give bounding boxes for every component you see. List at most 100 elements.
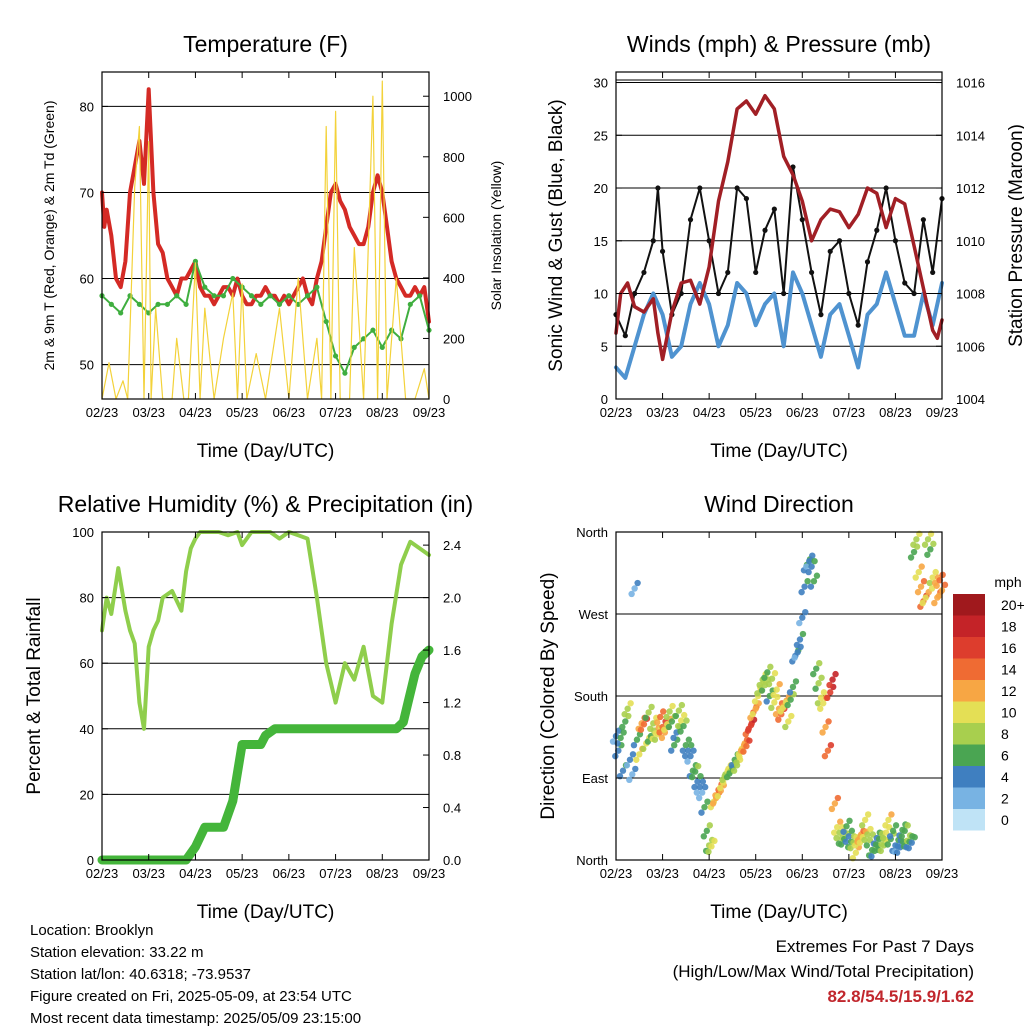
- direction-point: [810, 670, 817, 678]
- series-gust-point: [743, 195, 750, 202]
- direction-point: [861, 836, 868, 844]
- direction-point: [898, 833, 905, 840]
- direction-point: [621, 711, 628, 718]
- x-tick-label: 09/23: [926, 866, 959, 881]
- direction-point: [671, 742, 678, 749]
- legend-title: mph: [994, 574, 1021, 590]
- series-gust-point: [930, 269, 936, 276]
- direction-point: [776, 680, 783, 688]
- series-precip: [97, 645, 434, 865]
- direction-point: [789, 683, 797, 691]
- series-gust-point: [781, 290, 787, 297]
- direction-point: [694, 762, 702, 770]
- series-dewpoint-point: [118, 310, 124, 316]
- direction-point: [825, 718, 832, 725]
- x-axis-label: Time (Day/UTC): [710, 441, 848, 462]
- plot-frame: [101, 71, 430, 400]
- y2-tick-label: 0.4: [443, 801, 461, 816]
- direction-point: [915, 568, 922, 576]
- y2-axis-label: Station Pressure (Maroon): [1006, 124, 1024, 347]
- series-dewpoint-point: [220, 293, 227, 299]
- series-gust-point: [799, 217, 805, 223]
- direction-point: [834, 794, 842, 802]
- direction-point: [775, 716, 782, 723]
- y-tick-label: 70: [80, 185, 94, 200]
- legend-label: 20+: [1001, 597, 1024, 613]
- series-dewpoint-point: [192, 258, 199, 264]
- y-tick-label: 20: [80, 787, 94, 802]
- direction-point: [799, 630, 807, 638]
- direction-point: [872, 841, 880, 848]
- series-gust-point: [883, 185, 889, 191]
- series-dewpoint-point: [211, 293, 217, 299]
- legend-swatch: [953, 594, 985, 616]
- y2-tick-label: 2.4: [443, 538, 461, 553]
- series-dewpoint-point: [267, 293, 273, 299]
- direction-point: [852, 849, 860, 856]
- direction-point: [688, 773, 696, 781]
- direction-point: [771, 670, 779, 677]
- direction-point: [794, 649, 801, 656]
- direction-point: [758, 687, 766, 694]
- y2-tick-label: 1008: [956, 287, 985, 302]
- y2-tick-label: 1.6: [443, 643, 461, 658]
- series-gust-point: [762, 227, 768, 233]
- direction-point: [730, 767, 738, 774]
- legend-label: 10: [1001, 705, 1017, 721]
- legend-label: 6: [1001, 748, 1009, 764]
- chart-title: Wind Direction: [704, 491, 854, 517]
- legend-label: 0: [1001, 812, 1009, 828]
- y2-tick-label: 0: [443, 392, 450, 407]
- direction-point: [632, 765, 639, 773]
- direction-point: [706, 822, 714, 829]
- legend-swatch: [953, 744, 985, 766]
- series-dewpoint-point: [258, 301, 264, 307]
- direction-point: [805, 568, 812, 576]
- legend-label: 16: [1001, 640, 1017, 656]
- extremes-title: Extremes For Past 7 Days: [775, 937, 974, 956]
- direction-point: [786, 689, 794, 696]
- direction-point: [808, 563, 815, 570]
- chart-title: Relative Humidity (%) & Precipitation (i…: [58, 491, 473, 517]
- y-tick-label: 80: [80, 591, 94, 606]
- y-tick-label: East: [582, 771, 608, 786]
- direction-point: [828, 805, 836, 813]
- direction-point: [796, 636, 804, 643]
- direction-point: [765, 680, 773, 688]
- direction-point: [637, 726, 645, 733]
- direction-point: [665, 723, 673, 731]
- direction-point: [817, 705, 824, 712]
- y2-tick-label: 1000: [443, 89, 472, 104]
- direction-point: [827, 742, 835, 749]
- direction-point: [740, 748, 747, 755]
- series-gust-point: [641, 269, 647, 276]
- direction-point: [933, 582, 940, 589]
- legend-swatch: [953, 723, 985, 745]
- direction-point: [932, 568, 939, 576]
- x-tick-label: 08/23: [879, 405, 912, 420]
- direction-point: [784, 701, 791, 709]
- direction-point: [868, 853, 875, 860]
- y2-tick-label: 1010: [956, 234, 985, 249]
- direction-point: [683, 717, 690, 724]
- legend-swatch: [953, 701, 985, 723]
- y-tick-label: 60: [80, 272, 94, 287]
- y-tick-label: North: [576, 853, 608, 868]
- series-dewpoint-point: [370, 327, 376, 333]
- direction-point: [893, 849, 901, 856]
- direction-point: [669, 702, 676, 710]
- y-tick-label: North: [576, 525, 608, 540]
- direction-point: [770, 691, 777, 699]
- direction-point: [773, 686, 780, 693]
- legend-swatch: [953, 787, 985, 809]
- direction-point: [914, 588, 922, 596]
- direction-point: [685, 736, 693, 743]
- direction-point: [929, 574, 936, 581]
- direction-point: [931, 599, 938, 607]
- y-tick-label: 25: [594, 128, 608, 143]
- direction-point: [681, 711, 688, 719]
- direction-point: [698, 809, 705, 816]
- direction-point: [807, 583, 815, 590]
- series-gust-point: [911, 290, 917, 297]
- direction-point: [908, 839, 915, 846]
